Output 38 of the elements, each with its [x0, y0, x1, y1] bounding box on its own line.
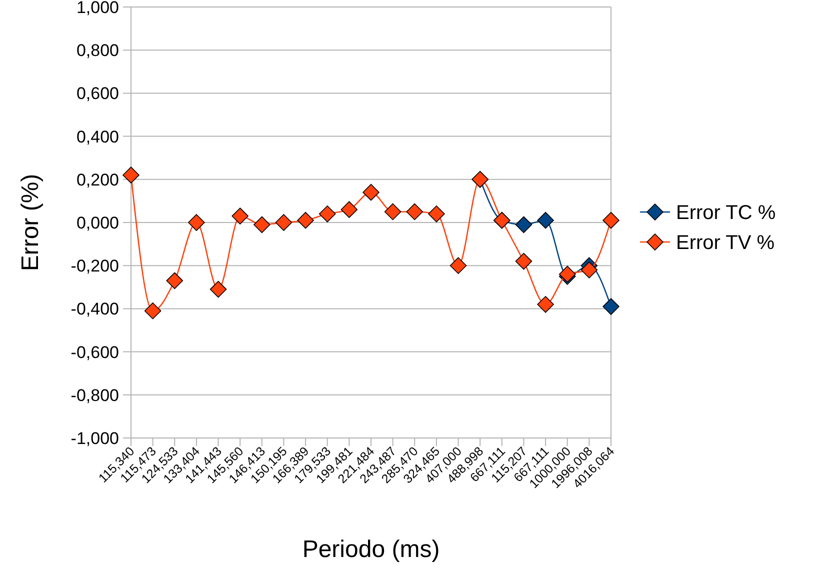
legend-label: Error TC % [676, 202, 776, 224]
y-tick-label: 0,800 [76, 41, 119, 60]
point [318, 205, 336, 222]
y-tick-label: 0,000 [76, 213, 119, 232]
y-tick-label: -0,600 [70, 342, 119, 362]
point [515, 252, 532, 270]
y-tick-label: -0,400 [70, 300, 119, 319]
y-tick-label: -0,200 [70, 256, 119, 276]
point [428, 205, 445, 222]
y-tick-label: 1,000 [76, 0, 119, 17]
point [515, 216, 532, 234]
point [122, 166, 140, 184]
point [602, 212, 620, 229]
y-tick-label: 0,400 [76, 127, 119, 146]
point [340, 201, 358, 218]
y-axis-title: Error (%) [17, 174, 44, 272]
x-axis-title: Periodo (ms) [302, 536, 440, 563]
y-tick-label: 0,200 [76, 170, 119, 190]
point [275, 214, 292, 231]
point [188, 214, 205, 231]
point [602, 298, 620, 315]
point [232, 208, 248, 224]
point [537, 212, 554, 229]
y-tick-label: -1,000 [70, 428, 119, 448]
point [254, 216, 270, 234]
point [406, 203, 424, 220]
point [297, 212, 314, 229]
point [362, 184, 380, 201]
y-tick-label: -0,800 [70, 386, 119, 405]
point [384, 203, 402, 220]
point [580, 262, 598, 278]
point [537, 296, 554, 313]
point [166, 272, 184, 290]
legend-label: Error TV % [676, 232, 775, 254]
point [450, 257, 467, 274]
point [210, 280, 227, 298]
point [144, 302, 162, 320]
y-tick-label: 0,600 [76, 84, 119, 104]
